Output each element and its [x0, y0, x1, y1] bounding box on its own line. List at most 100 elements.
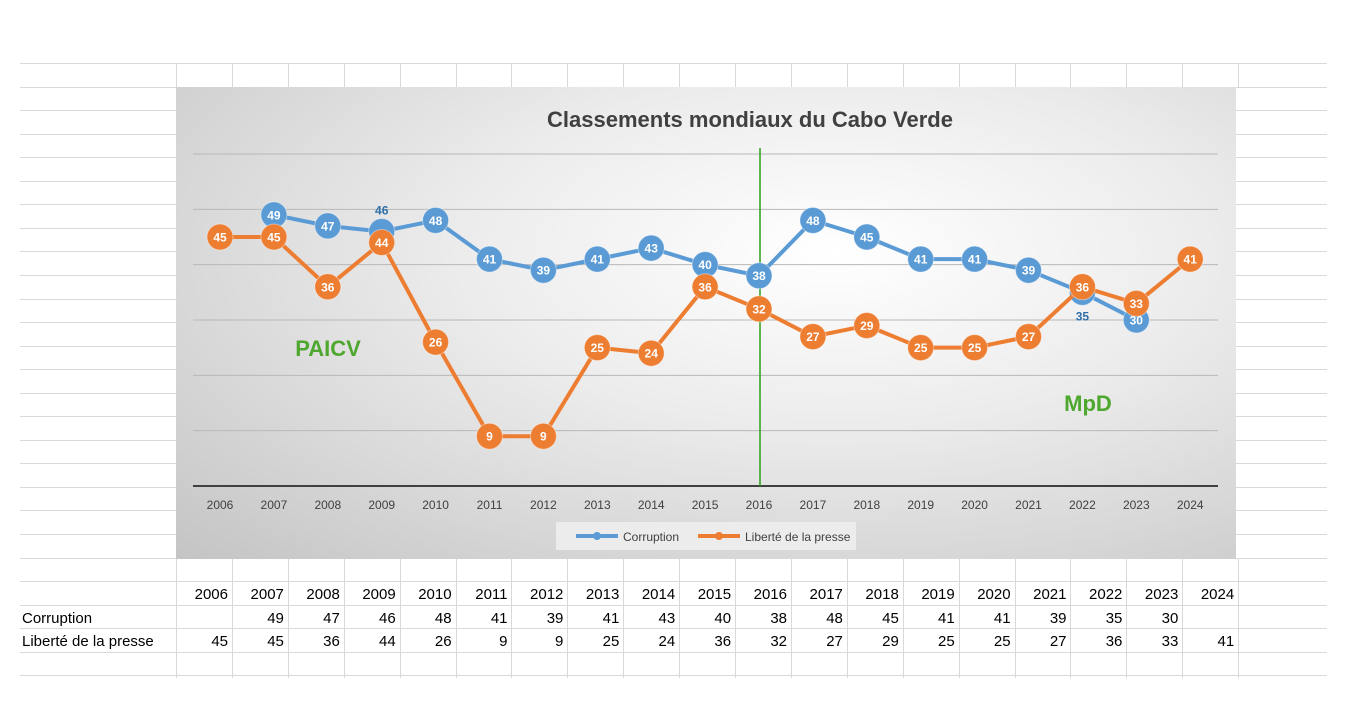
table-cell[interactable]: 32 [770, 633, 787, 650]
table-cell[interactable]: 25 [938, 633, 955, 650]
table-cell[interactable]: 44 [379, 633, 396, 650]
data-label-presse: 41 [1184, 253, 1198, 267]
table-cell[interactable]: 48 [826, 610, 843, 627]
table-header-cell[interactable]: 2013 [585, 586, 620, 603]
data-label-corruption: 47 [321, 219, 335, 233]
data-point-presse [368, 229, 396, 257]
data-point-corruption [961, 245, 989, 273]
table-cell[interactable]: 25 [993, 633, 1011, 650]
table-cell[interactable]: 40 [714, 610, 732, 627]
data-label-presse: 25 [914, 341, 928, 355]
table-cell[interactable]: 41 [490, 610, 508, 627]
data-label-corruption: 40 [698, 258, 712, 272]
grid-col-line [344, 559, 345, 678]
legend-label-corruption: Corruption [623, 530, 679, 544]
table-header-cell[interactable]: 2010 [418, 586, 452, 603]
data-point-corruption [853, 223, 881, 251]
data-point-presse [1122, 289, 1150, 317]
table-cell[interactable]: 41 [993, 610, 1011, 627]
table-row-label[interactable]: Liberté de la presse [22, 633, 154, 650]
table-cell[interactable]: 38 [770, 610, 787, 627]
table-cell[interactable]: 45 [882, 610, 899, 627]
table-header-cell[interactable]: 2017 [809, 586, 843, 603]
table-row-label[interactable]: Corruption [22, 610, 93, 627]
table-cell[interactable]: 41 [938, 610, 955, 627]
table-cell[interactable]: 27 [826, 633, 843, 650]
table-cell[interactable]: 39 [546, 610, 564, 627]
table-header-cell[interactable]: 2014 [641, 586, 676, 603]
grid-col-line [400, 559, 401, 678]
x-tick-label: 2009 [368, 498, 395, 512]
table-cell[interactable]: 49 [267, 610, 284, 627]
table-header-cell[interactable]: 2021 [1033, 586, 1067, 603]
table-cell[interactable]: 27 [1049, 633, 1067, 650]
table-cell[interactable]: 36 [323, 633, 340, 650]
data-label-corruption: 49 [267, 208, 281, 222]
grid-col-line [623, 559, 624, 678]
grid-col-line [903, 559, 904, 678]
data-point-presse [314, 273, 342, 301]
data-point-presse [637, 339, 665, 367]
data-label-presse: 44 [375, 236, 389, 250]
table-header-cell[interactable]: 2006 [194, 586, 228, 603]
table-cell[interactable]: 41 [1217, 633, 1235, 650]
table-cell[interactable]: 36 [1105, 633, 1123, 650]
data-point-presse [583, 334, 611, 362]
table-cell[interactable]: 41 [602, 610, 620, 627]
table-header-cell[interactable]: 2016 [753, 586, 787, 603]
table-cell[interactable]: 48 [434, 610, 452, 627]
data-label-presse: 25 [591, 341, 605, 355]
table-cell[interactable] [1182, 607, 1238, 630]
table-header-cell[interactable]: 2008 [306, 586, 340, 603]
data-label-corruption: 41 [968, 253, 982, 267]
table-header-cell[interactable]: 2007 [250, 586, 284, 603]
table-cell[interactable]: 45 [211, 633, 228, 650]
table-cell[interactable]: 25 [602, 633, 620, 650]
table-cell[interactable]: 39 [1049, 610, 1067, 627]
table-header-cell[interactable]: 2012 [530, 586, 564, 603]
table-header-cell[interactable]: 2024 [1200, 586, 1235, 603]
table-cell[interactable]: 35 [1105, 610, 1123, 627]
grid-row-line [20, 628, 1327, 629]
table-cell[interactable]: 24 [658, 633, 676, 650]
table-cell[interactable]: 33 [1161, 633, 1179, 650]
data-point-presse [529, 422, 557, 450]
grid-col-line [176, 63, 177, 87]
table-cell[interactable]: 36 [714, 633, 732, 650]
grid-col-line [1182, 63, 1183, 87]
data-point-presse [1176, 245, 1204, 273]
x-tick-label: 2012 [530, 498, 557, 512]
chart[interactable]: Classements mondiaux du Cabo Verde PAICV… [176, 87, 1236, 559]
grid-col-line [1238, 63, 1239, 87]
grid-col-line [847, 63, 848, 87]
table-cell[interactable] [176, 607, 232, 630]
data-label-presse: 33 [1130, 297, 1144, 311]
table-header-cell[interactable]: 2009 [362, 586, 396, 603]
grid-col-line [735, 63, 736, 87]
table-cell[interactable]: 45 [267, 633, 284, 650]
table-header-cell[interactable]: 2020 [977, 586, 1011, 603]
table-cell[interactable]: 47 [323, 610, 340, 627]
grid-col-line [456, 559, 457, 678]
table-header-cell[interactable]: 2015 [697, 586, 732, 603]
data-point-corruption [583, 245, 611, 273]
table-header-cell[interactable]: 2018 [865, 586, 899, 603]
x-tick-label: 2024 [1177, 498, 1204, 512]
table-cell[interactable]: 43 [658, 610, 676, 627]
table-header-cell[interactable]: 2023 [1144, 586, 1179, 603]
table-cell[interactable]: 30 [1161, 610, 1179, 627]
table-header-cell[interactable]: 2022 [1089, 586, 1123, 603]
data-point-corruption [314, 212, 342, 240]
table-cell[interactable]: 9 [499, 633, 508, 650]
table-cell[interactable]: 46 [379, 610, 396, 627]
data-point-presse [1068, 273, 1096, 301]
table-cell[interactable]: 9 [555, 633, 564, 650]
grid-row-line [20, 675, 1327, 676]
table-cell[interactable]: 26 [434, 633, 452, 650]
table-header-cell[interactable]: 2019 [921, 586, 955, 603]
grid-col-line [623, 63, 624, 87]
x-tick-label: 2018 [853, 498, 880, 512]
table-header-cell[interactable]: 2011 [475, 586, 508, 603]
table-cell[interactable]: 29 [882, 633, 899, 650]
grid-col-line [288, 559, 289, 678]
